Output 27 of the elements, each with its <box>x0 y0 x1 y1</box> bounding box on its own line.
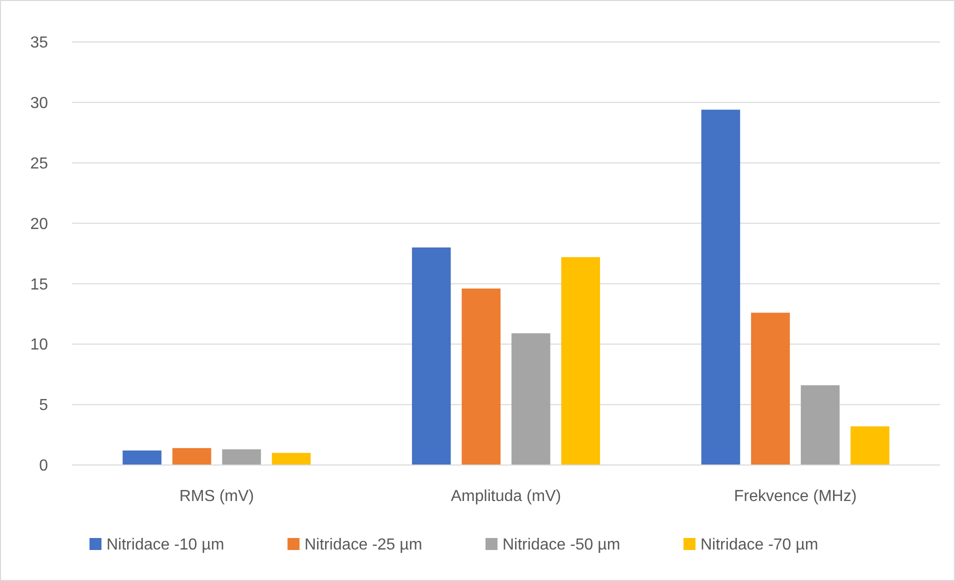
x-tick-label: Frekvence (MHz) <box>734 488 857 505</box>
y-tick-label: 0 <box>39 458 48 475</box>
y-tick-label: 5 <box>39 397 48 414</box>
bar <box>701 110 740 465</box>
y-tick-label: 35 <box>30 34 48 52</box>
bar <box>412 247 451 465</box>
bar <box>511 333 550 465</box>
bar <box>462 288 501 465</box>
bar <box>172 448 212 465</box>
x-tick-label: Amplituda (mV) <box>450 488 562 505</box>
y-tick-label: 30 <box>30 95 48 112</box>
y-tick-label: 10 <box>30 336 48 354</box>
bar <box>561 257 600 465</box>
legend-label: Nitridace -70 µm <box>700 536 818 554</box>
legend-label: Nitridace -25 µm <box>304 536 422 554</box>
bar <box>222 449 261 465</box>
x-tick-label: RMS (mV) <box>179 488 254 505</box>
bar <box>800 385 840 465</box>
legend-label: Nitridace -50 µm <box>502 536 620 554</box>
bar <box>850 426 890 465</box>
y-tick-label: 15 <box>30 276 48 294</box>
y-tick-label: 20 <box>30 216 48 233</box>
y-tick-label: 25 <box>30 155 48 172</box>
bar <box>122 450 162 465</box>
bar <box>272 452 311 465</box>
bar <box>751 312 790 465</box>
legend-label: Nitridace -10 µm <box>106 536 224 554</box>
